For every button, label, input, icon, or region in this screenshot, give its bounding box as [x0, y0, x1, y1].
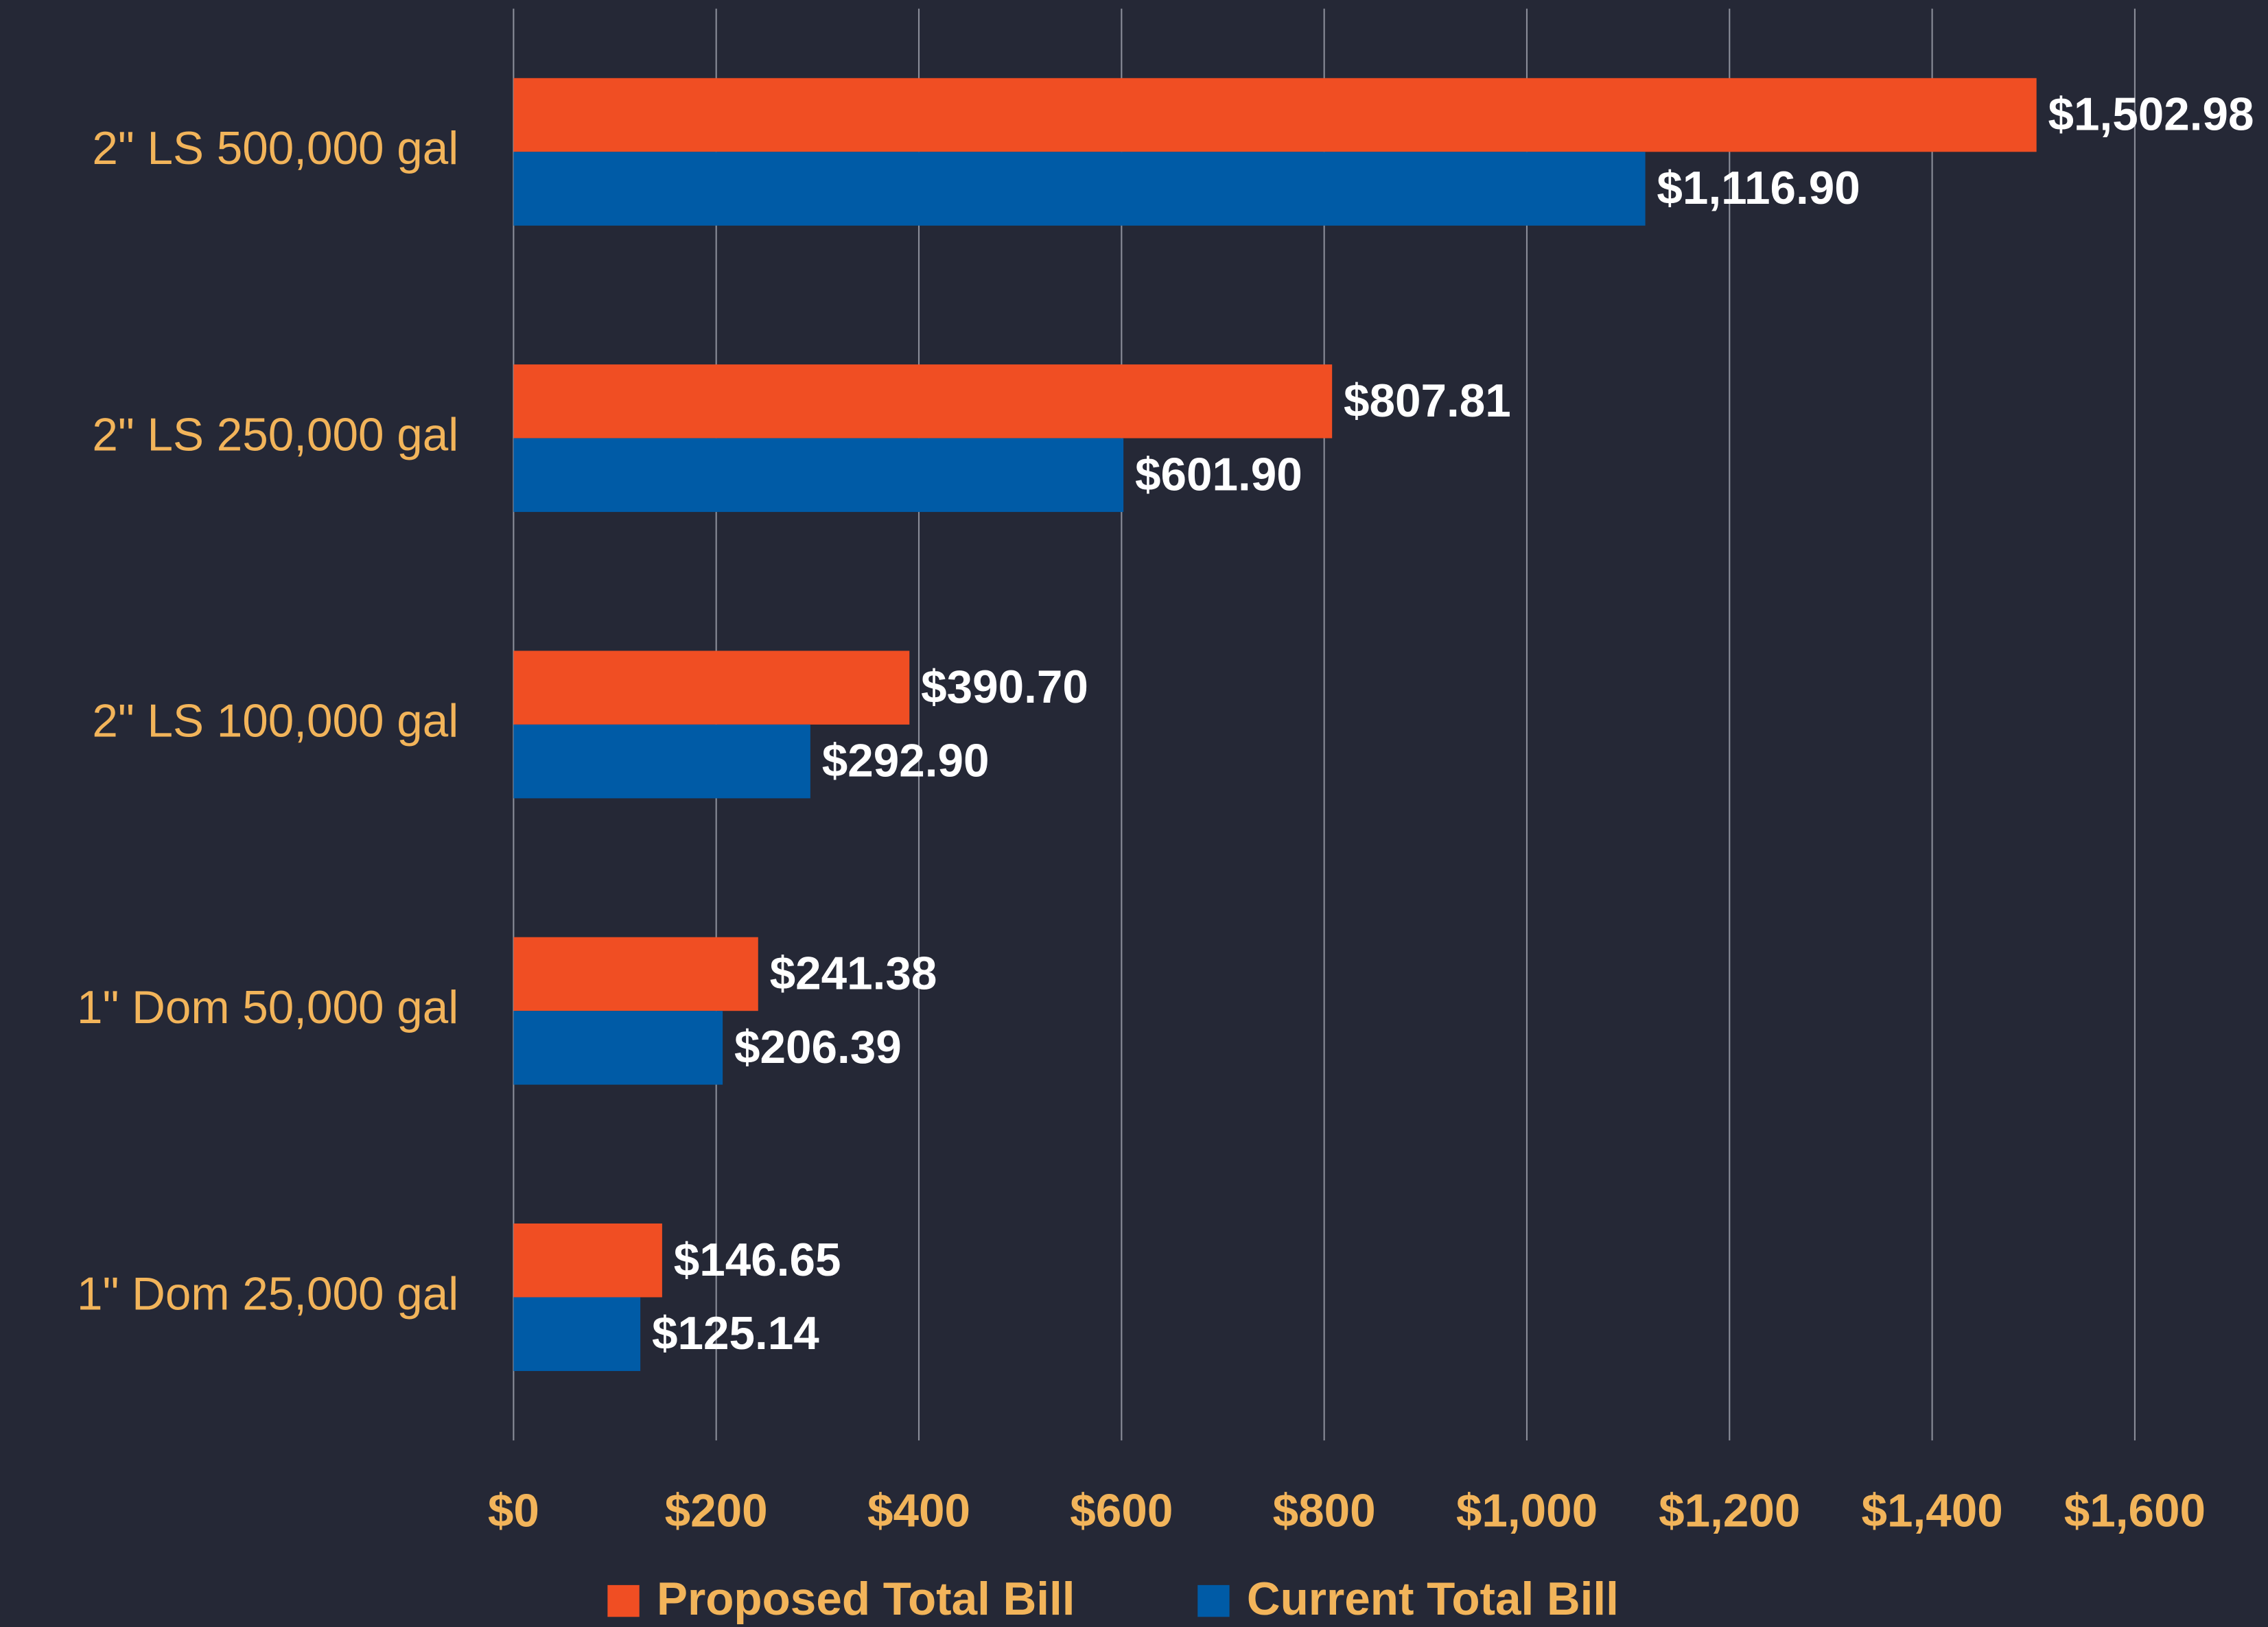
y-tick-label: 2" LS 250,000 gal — [92, 409, 458, 460]
x-tick-label: $600 — [1070, 1485, 1173, 1536]
bar — [513, 937, 758, 1011]
data-label: $241.38 — [770, 948, 937, 999]
bar — [513, 78, 2037, 152]
legend-label: Proposed Total Bill — [657, 1573, 1075, 1625]
y-tick-label: 2" LS 500,000 gal — [92, 123, 458, 174]
data-label: $601.90 — [1135, 449, 1302, 500]
bar — [513, 364, 1333, 438]
bar — [513, 438, 1124, 513]
x-tick-label: $1,000 — [1456, 1485, 1598, 1536]
x-tick-label: $400 — [867, 1485, 970, 1536]
bar — [513, 152, 1646, 226]
legend-swatch — [1197, 1584, 1230, 1617]
data-label: $390.70 — [921, 662, 1088, 713]
data-label: $807.81 — [1344, 375, 1511, 427]
data-label: $292.90 — [822, 736, 990, 787]
data-label: $206.39 — [734, 1022, 902, 1073]
x-tick-label: $1,600 — [2064, 1485, 2206, 1536]
bar — [513, 1011, 723, 1085]
x-tick-label: $1,400 — [1861, 1485, 2002, 1536]
data-label: $1,116.90 — [1657, 163, 1860, 214]
x-tick-label: $1,200 — [1659, 1485, 1800, 1536]
bar — [513, 724, 810, 799]
legend-label: Current Total Bill — [1247, 1573, 1619, 1625]
x-tick-label: $800 — [1273, 1485, 1376, 1536]
x-tick-label: $200 — [665, 1485, 768, 1536]
bar — [513, 1223, 662, 1298]
data-label: $146.65 — [674, 1234, 841, 1286]
y-tick-label: 1" Dom 50,000 gal — [77, 982, 458, 1033]
data-label: $1,502.98 — [2048, 89, 2254, 141]
legend-swatch — [607, 1584, 640, 1617]
y-tick-label: 1" Dom 25,000 gal — [77, 1268, 458, 1320]
data-label: $125.14 — [652, 1308, 819, 1359]
y-tick-label: 2" LS 100,000 gal — [92, 696, 458, 747]
bar — [513, 1297, 641, 1371]
x-tick-label: $0 — [488, 1485, 539, 1536]
bar — [513, 651, 910, 725]
